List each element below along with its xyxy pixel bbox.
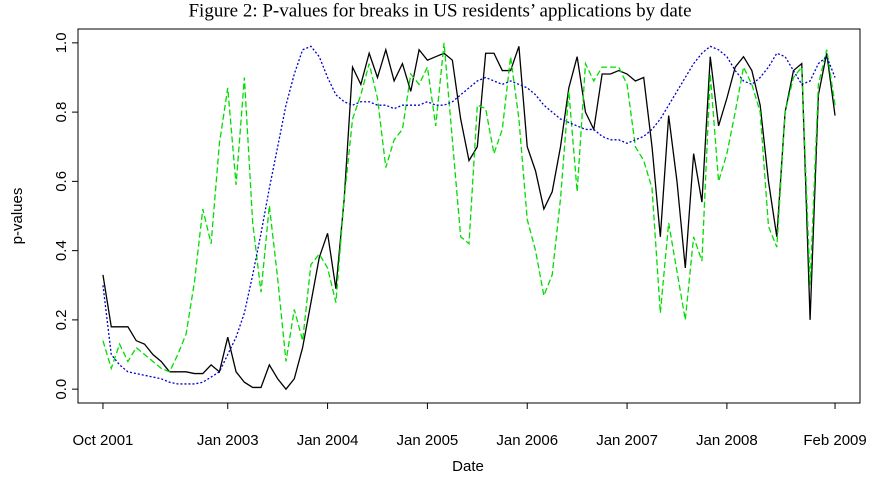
series-line <box>102 45 836 385</box>
y-tick-label: 1.0 <box>53 32 70 53</box>
x-tick-label: Jan 2004 <box>297 432 359 449</box>
y-tick-label: 0.0 <box>53 379 70 400</box>
plot-frame <box>77 28 861 404</box>
y-tick-label: 0.6 <box>53 171 70 192</box>
y-tick-label: 0.4 <box>53 240 70 261</box>
x-tick-label: Jan 2003 <box>197 432 259 449</box>
chart-title: Figure 2: P-values for breaks in US resi… <box>188 0 691 21</box>
x-tick-label: Jan 2006 <box>496 432 558 449</box>
series-line <box>102 42 836 373</box>
x-tick-label: Oct 2001 <box>73 432 134 449</box>
x-tick-label: Jan 2005 <box>397 432 459 449</box>
y-tick-label: 0.2 <box>53 309 70 330</box>
x-tick-label: Jan 2007 <box>596 432 658 449</box>
x-tick-label: Feb 2009 <box>803 432 866 449</box>
y-axis-title: p-values <box>9 188 26 245</box>
series-line <box>102 46 836 391</box>
y-tick-label: 0.8 <box>53 102 70 123</box>
x-axis-title: Date <box>452 458 484 475</box>
x-tick-label: Jan 2008 <box>696 432 758 449</box>
